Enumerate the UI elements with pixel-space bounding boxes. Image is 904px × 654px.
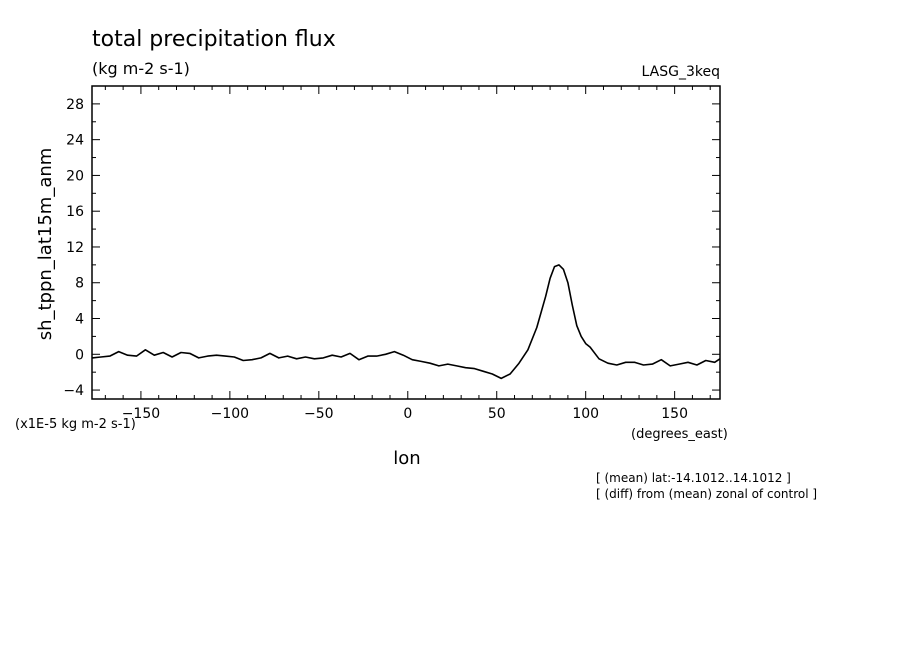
chart-subtitle: (kg m-2 s-1)	[92, 59, 190, 78]
y-tick-label: 4	[75, 312, 84, 328]
y-tick-label: 0	[75, 347, 84, 363]
plot-frame	[91, 85, 721, 400]
y-tick-label: 20	[66, 168, 84, 184]
x-tick-label: −50	[304, 406, 334, 422]
series-line	[91, 264, 721, 380]
y-tick-label: −4	[63, 383, 84, 399]
series-layer	[91, 264, 721, 380]
chart-title: total precipitation flux	[92, 27, 336, 52]
run-label: LASG_3keq	[642, 64, 720, 80]
x-tick-label: 50	[488, 406, 506, 422]
note-line-1: [ (mean) lat:-14.1012..14.1012 ]	[596, 471, 791, 485]
plot-border	[91, 85, 721, 400]
x-tick-label: −150	[122, 406, 160, 422]
y-tick-label: 24	[66, 133, 84, 149]
note-line-2: [ (diff) from (mean) zonal of control ]	[596, 487, 817, 501]
y-axis-ticks: −4 0 4 8 12 16 20 24 28	[63, 97, 720, 399]
x-tick-label: 150	[661, 406, 688, 422]
y-tick-label: 8	[75, 276, 84, 292]
x-axis-ticks: −150 −100 −50 0 50 100 150	[104, 86, 711, 422]
x-tick-label: −100	[211, 406, 249, 422]
y-tick-label: 28	[66, 97, 84, 113]
y-units-label: (x1E-5 kg m-2 s-1)	[15, 417, 136, 432]
y-axis-label: sh_tppn_lat15m_anm	[35, 148, 56, 341]
x-tick-label: 0	[403, 406, 412, 422]
y-tick-label: 12	[66, 240, 84, 256]
x-axis-label: lon	[393, 448, 420, 469]
x-tick-label: 100	[572, 406, 599, 422]
y-tick-label: 16	[66, 204, 84, 220]
x-units-label: (degrees_east)	[631, 427, 728, 442]
